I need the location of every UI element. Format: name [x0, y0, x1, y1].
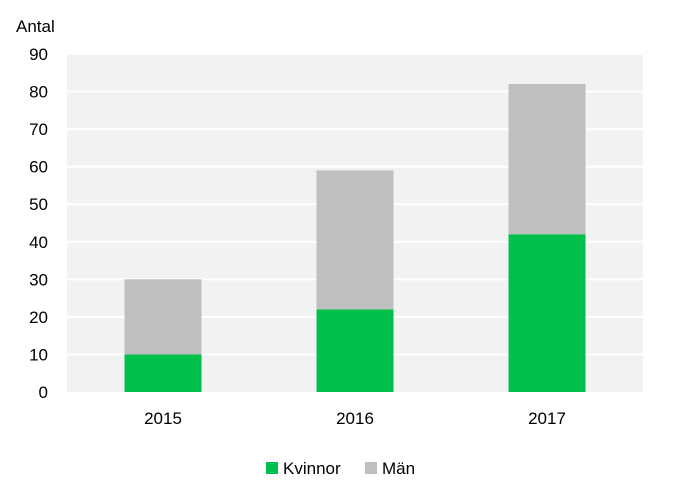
bars: [124, 84, 586, 392]
y-tick-label: 60: [29, 158, 48, 177]
legend-label-män: Män: [382, 459, 415, 478]
y-tick-label: 10: [29, 345, 48, 364]
y-tick-label: 80: [29, 83, 48, 102]
bar-kvinnor-2015: [124, 354, 202, 392]
x-tick-label: 2017: [528, 409, 566, 428]
legend: Kvinnor Män: [266, 459, 415, 478]
x-tick-label: 2016: [336, 409, 374, 428]
y-axis-label: Antal: [16, 17, 55, 36]
x-tick-label: 2015: [144, 409, 182, 428]
legend-swatch-män: [365, 462, 377, 474]
y-tick-label: 40: [29, 233, 48, 252]
y-tick-label: 70: [29, 120, 48, 139]
y-tick-label: 20: [29, 308, 48, 327]
x-tick-labels: 2015 2016 2017: [144, 409, 566, 428]
y-tick-label: 90: [29, 45, 48, 64]
y-tick-label: 0: [39, 383, 48, 402]
bar-män-2016: [316, 170, 394, 310]
legend-label-kvinnor: Kvinnor: [283, 459, 341, 478]
bar-män-2015: [124, 279, 202, 355]
y-tick-labels: 0 10 20 30 40 50 60 70 80 90: [29, 45, 48, 402]
bar-kvinnor-2016: [316, 309, 394, 392]
y-tick-label: 30: [29, 270, 48, 289]
bar-kvinnor-2017: [508, 234, 586, 392]
bar-män-2017: [508, 84, 586, 235]
y-tick-label: 50: [29, 195, 48, 214]
legend-swatch-kvinnor: [266, 462, 278, 474]
